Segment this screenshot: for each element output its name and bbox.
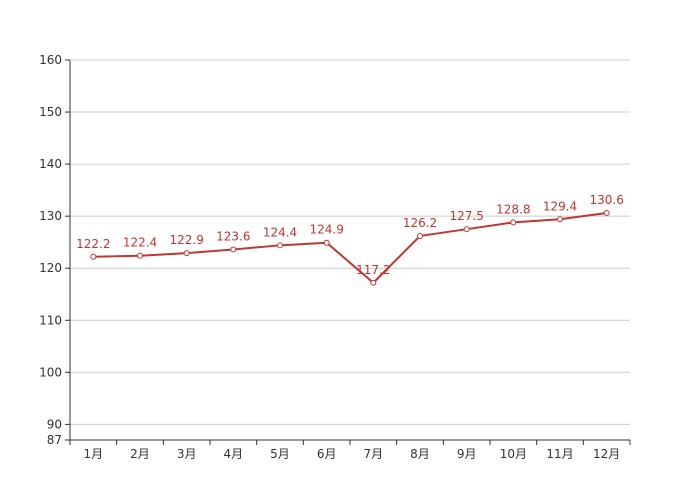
y-tick-label: 90	[47, 417, 62, 431]
data-point[interactable]	[183, 250, 190, 257]
x-tick-label: 4月	[224, 447, 244, 461]
data-point[interactable]	[230, 246, 237, 253]
x-tick-label: 8月	[410, 447, 430, 461]
x-tick-label: 6月	[317, 447, 337, 461]
y-tick-label: 130	[39, 209, 62, 223]
data-label: 130.6	[589, 193, 623, 207]
y-tick-label: 110	[39, 313, 62, 327]
grid-lines	[70, 59, 630, 425]
data-label: 124.4	[263, 225, 297, 239]
x-tick-label: 5月	[270, 447, 290, 461]
data-label: 126.2	[403, 216, 437, 230]
data-point[interactable]	[323, 239, 330, 246]
data-label: 123.6	[216, 229, 250, 243]
data-labels: 122.2 122.4 122.9 123.6 124.4 124.9 117.2 126.2…	[76, 193, 624, 277]
data-label: 122.2	[76, 237, 110, 251]
data-point[interactable]	[510, 219, 517, 226]
data-point[interactable]	[603, 210, 610, 217]
axes: 87 90 100 110 120 130 140 150 160 1月 2月 3月 4月 5月 6月 7月 8…	[39, 53, 631, 461]
x-tick-label: 9月	[457, 447, 477, 461]
data-point[interactable]	[370, 279, 377, 286]
data-point[interactable]	[463, 226, 470, 233]
y-tick-label: 160	[39, 53, 62, 67]
y-tick-label: 120	[39, 261, 62, 275]
data-label: 117.2	[356, 263, 390, 277]
data-label: 122.4	[123, 236, 157, 250]
data-label: 127.5	[449, 209, 483, 223]
data-point[interactable]	[137, 252, 143, 259]
y-tick-label: 100	[39, 365, 62, 379]
x-tick-label: 12月	[593, 447, 620, 461]
x-tick-label: 1月	[84, 447, 104, 461]
x-tick-label: 2月	[130, 447, 150, 461]
data-point[interactable]	[417, 232, 423, 239]
data-label: 122.9	[169, 233, 203, 247]
data-label: 128.8	[496, 202, 530, 216]
data-label: 129.4	[543, 199, 577, 213]
y-tick-label: 87	[47, 433, 62, 447]
y-tick-label: 150	[39, 105, 62, 119]
x-tick-label: 3月	[177, 447, 197, 461]
data-label: 124.9	[309, 223, 343, 237]
x-tick-label: 10月	[500, 447, 527, 461]
series-line	[93, 212, 607, 284]
x-tick-label: 7月	[364, 447, 384, 461]
data-point[interactable]	[90, 253, 97, 260]
data-point[interactable]	[557, 216, 563, 223]
series	[90, 210, 610, 286]
x-tick-label: 11月	[546, 447, 573, 461]
y-tick-label: 140	[39, 157, 62, 171]
data-point[interactable]	[277, 242, 283, 249]
